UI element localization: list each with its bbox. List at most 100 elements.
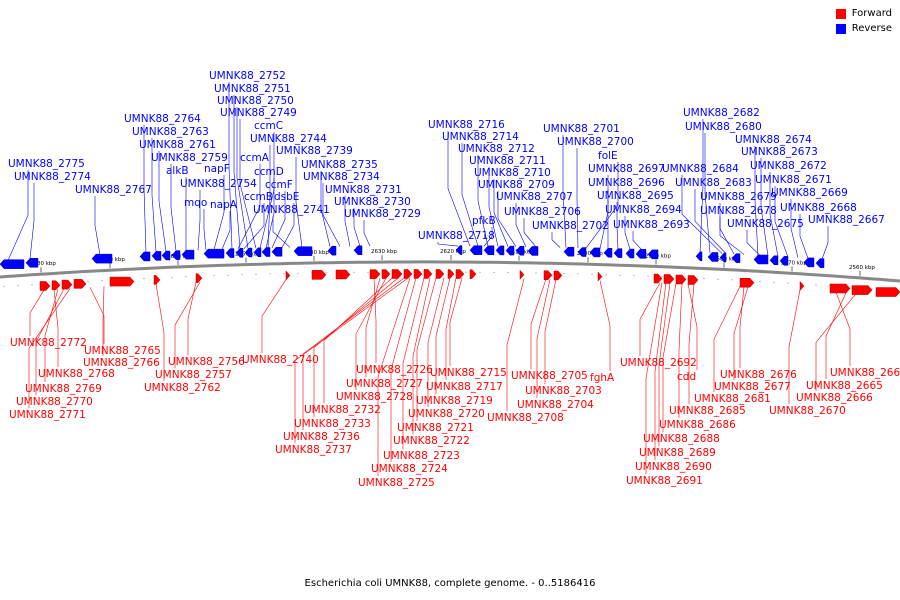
reverse-gene-label[interactable]: ccmD xyxy=(254,166,284,178)
forward-gene-arrow[interactable] xyxy=(61,279,73,290)
forward-gene-label[interactable]: UMNK88_2726 xyxy=(356,364,433,376)
reverse-gene-label[interactable]: UMNK88_2734 xyxy=(303,171,380,183)
reverse-gene-arrow[interactable] xyxy=(613,248,623,258)
reverse-gene-label[interactable]: folE xyxy=(598,150,618,162)
forward-gene-arrow[interactable] xyxy=(423,269,433,279)
reverse-gene-label[interactable]: UMNK88_2712 xyxy=(458,143,535,155)
reverse-gene-arrow[interactable] xyxy=(753,254,769,265)
reverse-gene-label[interactable]: napA xyxy=(210,199,238,211)
forward-gene-label[interactable]: UMNK88_2740 xyxy=(242,354,319,366)
forward-gene-label[interactable]: UMNK88_2690 xyxy=(635,461,712,473)
reverse-gene-label[interactable]: UMNK88_2731 xyxy=(325,184,402,196)
reverse-gene-arrow[interactable] xyxy=(253,247,262,258)
forward-gene-arrow[interactable] xyxy=(51,280,61,291)
reverse-gene-label[interactable]: mqo xyxy=(184,197,207,209)
forward-gene-arrow[interactable] xyxy=(875,287,900,297)
forward-gene-arrow[interactable] xyxy=(455,269,465,279)
reverse-gene-arrow[interactable] xyxy=(244,247,253,258)
reverse-gene-label[interactable]: UMNK88_2702 xyxy=(532,220,609,232)
reverse-gene-arrow[interactable] xyxy=(455,245,463,255)
reverse-gene-arrow[interactable] xyxy=(563,246,575,257)
forward-gene-label[interactable]: UMNK88_2685 xyxy=(669,405,746,417)
reverse-gene-label[interactable]: UMNK88_2710 xyxy=(474,167,551,179)
reverse-gene-arrow[interactable] xyxy=(515,245,525,256)
reverse-gene-label[interactable]: UMNK88_2759 xyxy=(151,152,228,164)
reverse-gene-label[interactable]: UMNK88_2674 xyxy=(735,134,812,146)
reverse-gene-arrow[interactable] xyxy=(603,248,613,258)
forward-gene-label[interactable]: UMNK88_2681 xyxy=(694,393,771,405)
reverse-gene-label[interactable]: alkB xyxy=(166,165,189,177)
reverse-gene-label[interactable]: pfkB xyxy=(472,215,496,227)
forward-gene-arrow[interactable] xyxy=(675,274,687,285)
reverse-gene-label[interactable]: UMNK88_2673 xyxy=(741,146,818,158)
forward-gene-label[interactable]: UMNK88_2677 xyxy=(714,381,791,393)
reverse-gene-arrow[interactable] xyxy=(171,250,181,260)
reverse-gene-arrow[interactable] xyxy=(815,258,825,268)
reverse-gene-arrow[interactable] xyxy=(635,249,647,259)
reverse-gene-arrow[interactable] xyxy=(327,245,337,256)
reverse-gene-arrow[interactable] xyxy=(589,247,601,258)
reverse-gene-arrow[interactable] xyxy=(139,251,151,262)
reverse-gene-label[interactable]: UMNK88_2706 xyxy=(504,206,581,218)
forward-gene-label[interactable]: UMNK88_2766 xyxy=(83,357,160,369)
forward-gene-label[interactable]: UMNK88_2756 xyxy=(168,356,245,368)
forward-gene-arrow[interactable] xyxy=(435,269,445,279)
reverse-gene-arrow[interactable] xyxy=(731,253,741,263)
reverse-gene-label[interactable]: UMNK88_2764 xyxy=(124,113,201,125)
forward-gene-label[interactable]: UMNK88_2715 xyxy=(430,367,507,379)
forward-gene-label[interactable]: UMNK88_2768 xyxy=(38,368,115,380)
forward-gene-arrow[interactable] xyxy=(369,269,381,279)
forward-gene-arrow[interactable] xyxy=(739,277,755,288)
reverse-gene-label[interactable]: UMNK88_2735 xyxy=(301,159,378,171)
forward-gene-arrow[interactable] xyxy=(335,269,351,280)
forward-gene-label[interactable]: UMNK88_2727 xyxy=(346,378,423,390)
reverse-gene-arrow[interactable] xyxy=(0,259,25,269)
forward-gene-label[interactable]: UMNK88_2728 xyxy=(336,391,413,403)
reverse-gene-label[interactable]: UMNK88_2714 xyxy=(442,131,519,143)
forward-gene-arrow[interactable] xyxy=(543,270,553,280)
forward-gene-arrow[interactable] xyxy=(311,270,327,280)
forward-gene-arrow[interactable] xyxy=(663,274,675,284)
forward-gene-arrow[interactable] xyxy=(799,280,805,292)
reverse-gene-label[interactable]: UMNK88_2729 xyxy=(344,208,421,220)
reverse-gene-label[interactable]: UMNK88_2669 xyxy=(771,187,848,199)
forward-gene-arrow[interactable] xyxy=(447,269,455,279)
forward-gene-label[interactable]: UMNK88_2762 xyxy=(144,382,221,394)
forward-gene-label[interactable]: UMNK88_2725 xyxy=(358,477,435,489)
reverse-gene-label[interactable]: UMNK88_2744 xyxy=(250,133,327,145)
reverse-gene-label[interactable]: ccmA xyxy=(240,152,270,164)
reverse-gene-label[interactable]: ccmC xyxy=(254,120,283,132)
reverse-gene-label[interactable]: napF xyxy=(204,163,230,175)
reverse-gene-arrow[interactable] xyxy=(25,258,39,268)
reverse-gene-label[interactable]: UMNK88_2683 xyxy=(675,177,752,189)
reverse-gene-label[interactable]: UMNK88_2671 xyxy=(755,174,832,186)
reverse-gene-arrow[interactable] xyxy=(695,251,703,262)
reverse-gene-arrow[interactable] xyxy=(225,248,235,258)
reverse-gene-label[interactable]: UMNK88_2668 xyxy=(780,202,857,214)
reverse-gene-arrow[interactable] xyxy=(353,245,363,256)
reverse-gene-label[interactable]: UMNK88_2682 xyxy=(683,107,760,119)
forward-gene-label[interactable]: UMNK88_2691 xyxy=(626,475,703,487)
reverse-gene-label[interactable]: UMNK88_2679 xyxy=(700,191,777,203)
reverse-gene-label[interactable]: UMNK88_2695 xyxy=(597,190,674,202)
reverse-gene-arrow[interactable] xyxy=(293,246,313,256)
reverse-gene-label[interactable]: ccmF xyxy=(265,179,293,191)
reverse-gene-label[interactable]: UMNK88_2763 xyxy=(132,126,209,138)
forward-gene-label[interactable]: UMNK88_2670 xyxy=(769,405,846,417)
reverse-gene-arrow[interactable] xyxy=(235,248,244,258)
reverse-gene-label[interactable]: UMNK88_2739 xyxy=(276,145,353,157)
forward-gene-arrow[interactable] xyxy=(653,273,663,284)
forward-gene-label[interactable]: UMNK88_2724 xyxy=(371,463,448,475)
forward-gene-label[interactable]: UMNK88_2664 xyxy=(830,367,900,379)
forward-gene-label[interactable]: fghA xyxy=(590,372,615,384)
reverse-gene-arrow[interactable] xyxy=(803,257,815,268)
forward-gene-label[interactable]: UMNK88_2772 xyxy=(10,337,87,349)
reverse-gene-label[interactable]: UMNK88_2754 xyxy=(180,178,257,190)
reverse-gene-arrow[interactable] xyxy=(151,251,162,261)
forward-gene-label[interactable]: UMNK88_2721 xyxy=(397,422,474,434)
reverse-gene-label[interactable]: UMNK88_2775 xyxy=(8,158,85,170)
reverse-gene-arrow[interactable] xyxy=(647,249,659,260)
reverse-gene-arrow[interactable] xyxy=(505,245,515,256)
forward-gene-arrow[interactable] xyxy=(553,270,563,281)
reverse-gene-arrow[interactable] xyxy=(91,253,113,264)
